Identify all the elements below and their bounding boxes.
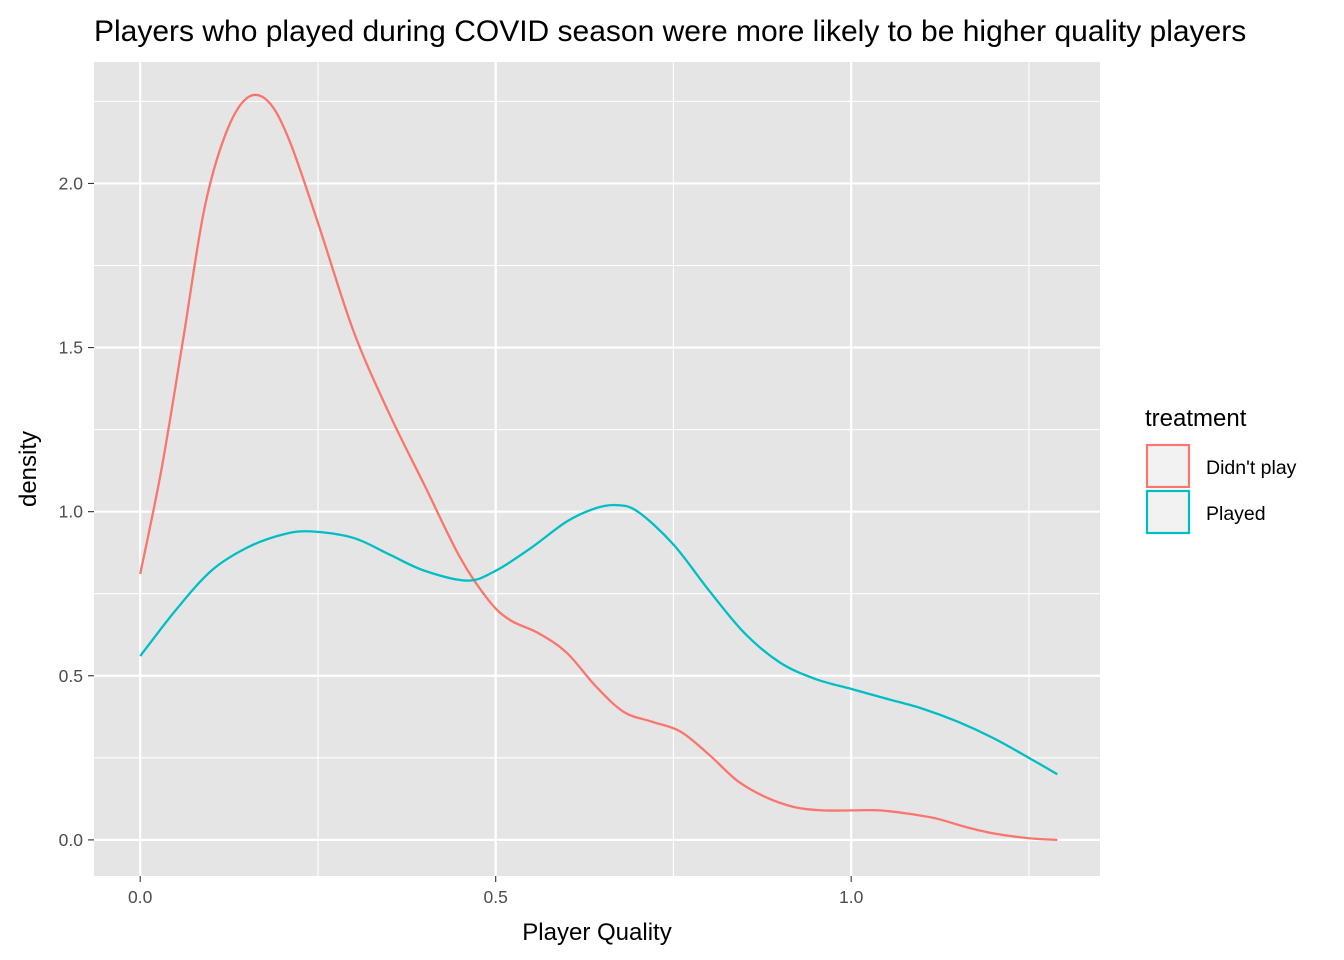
legend-label-played: Played [1206, 503, 1266, 525]
legend-key-didn-t-play [1145, 443, 1191, 489]
y-tick-label: 0.5 [59, 666, 83, 686]
legend: treatment Didn't play Played [1145, 405, 1297, 535]
minor-gridlines [94, 62, 1100, 876]
legend-title: treatment [1145, 405, 1247, 432]
x-axis: 0.0 0.5 1.0 [128, 876, 864, 907]
y-axis: 0.0 0.5 1.0 1.5 2.0 [59, 173, 94, 850]
legend-label-didn-t-play: Didn't play [1206, 457, 1297, 479]
x-tick-label: 0.0 [128, 887, 153, 907]
y-axis-title: density [15, 431, 42, 507]
y-tick-label: 1.0 [59, 502, 84, 522]
x-axis-title: Player Quality [522, 919, 671, 946]
series-line-played [139, 503, 1058, 776]
y-tick-label: 0.0 [59, 830, 84, 850]
legend-items: Didn't play Played [1145, 443, 1297, 535]
series-lines [139, 93, 1058, 842]
y-tick-label: 2.0 [59, 173, 84, 193]
major-gridlines [94, 62, 1100, 876]
x-tick-label: 1.0 [839, 887, 864, 907]
y-tick-label: 1.5 [59, 338, 83, 358]
series-line-didn-t-play [139, 93, 1058, 842]
x-tick-label: 0.5 [484, 887, 508, 907]
chart-title: Players who played during COVID season w… [94, 15, 1246, 48]
legend-key-played [1145, 489, 1191, 535]
plot-panel [94, 62, 1100, 876]
